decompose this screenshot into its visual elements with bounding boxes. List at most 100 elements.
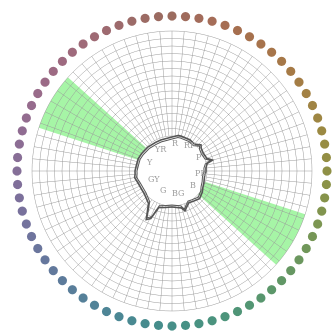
color-dot-ring	[12, 11, 332, 331]
color-dot	[114, 312, 124, 322]
color-dot	[320, 193, 330, 203]
color-dot	[114, 20, 124, 30]
color-dot	[207, 16, 217, 26]
color-dot	[256, 293, 266, 303]
grid-ring	[61, 60, 283, 282]
color-dot	[26, 100, 37, 111]
hue-label-g: G	[160, 186, 166, 195]
color-dot	[57, 276, 67, 286]
grid-ring	[76, 75, 268, 267]
color-dot	[244, 300, 255, 310]
color-dot	[14, 193, 24, 203]
color-dot	[14, 139, 24, 149]
color-dot	[21, 113, 31, 123]
color-dot	[256, 39, 266, 49]
grid-ring	[99, 98, 245, 244]
color-dot	[78, 39, 88, 49]
color-dot	[17, 126, 27, 136]
hue-label-yr: YR	[154, 145, 167, 154]
color-dot	[301, 88, 311, 99]
color-dot	[307, 100, 318, 111]
color-dot	[277, 276, 287, 286]
hue-label-rp: RP	[184, 141, 196, 150]
color-dot	[244, 32, 255, 42]
color-dot	[313, 113, 323, 123]
color-dot	[317, 206, 327, 216]
gamut-contour-inner	[135, 136, 212, 219]
gamut-contour-outer	[133, 134, 215, 221]
grid-ring	[54, 53, 290, 289]
color-dot	[267, 47, 277, 57]
color-dot	[89, 300, 100, 310]
hue-label-y: Y	[146, 158, 153, 167]
grid-ring	[69, 68, 275, 274]
color-dot	[232, 25, 243, 36]
grid-ring	[106, 105, 238, 237]
color-dot	[127, 16, 137, 26]
hue-labels: RP P PB B BG G GY Y YR R	[146, 139, 206, 198]
grid-ring	[46, 45, 298, 297]
color-dot	[220, 312, 230, 322]
color-dot	[12, 179, 23, 190]
color-dot	[40, 255, 50, 265]
gamut-contour	[133, 134, 215, 221]
color-dot	[267, 285, 277, 295]
color-dot	[40, 77, 50, 87]
color-dot	[33, 88, 43, 99]
color-dot	[89, 32, 100, 42]
color-dot	[167, 321, 177, 331]
color-dot	[317, 126, 327, 136]
polar-grid	[31, 30, 313, 312]
hue-label-gy: GY	[148, 175, 160, 184]
color-dot	[301, 243, 311, 254]
color-dot	[180, 11, 191, 22]
color-dot	[26, 231, 37, 242]
color-dot	[194, 319, 204, 329]
color-dot	[277, 56, 287, 66]
hue-label-r: R	[172, 139, 179, 148]
grid-ring	[31, 30, 313, 312]
color-dot	[153, 320, 164, 331]
color-dot	[67, 285, 77, 295]
grid-ring	[91, 90, 253, 252]
color-dot	[286, 266, 296, 276]
color-dot	[313, 219, 323, 229]
color-dot	[294, 255, 304, 265]
color-dot	[307, 231, 318, 242]
hue-label-p: P	[196, 153, 202, 162]
color-dot	[48, 66, 58, 76]
color-dot	[220, 20, 230, 30]
color-dot	[140, 13, 150, 23]
grid-ring	[39, 38, 305, 304]
color-dot	[140, 319, 150, 329]
color-dot	[78, 293, 88, 303]
color-dot	[153, 11, 164, 22]
color-dot	[194, 13, 204, 23]
color-dot	[321, 179, 332, 190]
color-dot	[127, 316, 137, 326]
grid-ring	[114, 113, 230, 229]
grid-ring	[121, 120, 223, 222]
color-dot	[57, 56, 67, 66]
hue-label-b: B	[190, 181, 196, 190]
grid-ring	[129, 128, 215, 214]
hue-label-pb: PB	[195, 169, 206, 178]
color-dot	[286, 66, 296, 76]
color-dot	[101, 25, 112, 36]
color-dot	[67, 47, 77, 57]
color-dot	[320, 139, 330, 149]
color-dot	[33, 243, 43, 254]
color-dot	[232, 306, 243, 317]
color-dot	[321, 152, 332, 163]
color-dot	[12, 152, 23, 163]
hue-label-bg: BG	[172, 189, 184, 198]
color-dot	[180, 320, 191, 331]
color-dot	[17, 206, 27, 216]
color-dot	[101, 306, 112, 317]
color-dot	[294, 77, 304, 87]
grid-ring	[84, 83, 260, 259]
color-dot	[12, 166, 22, 176]
color-dot	[48, 266, 58, 276]
